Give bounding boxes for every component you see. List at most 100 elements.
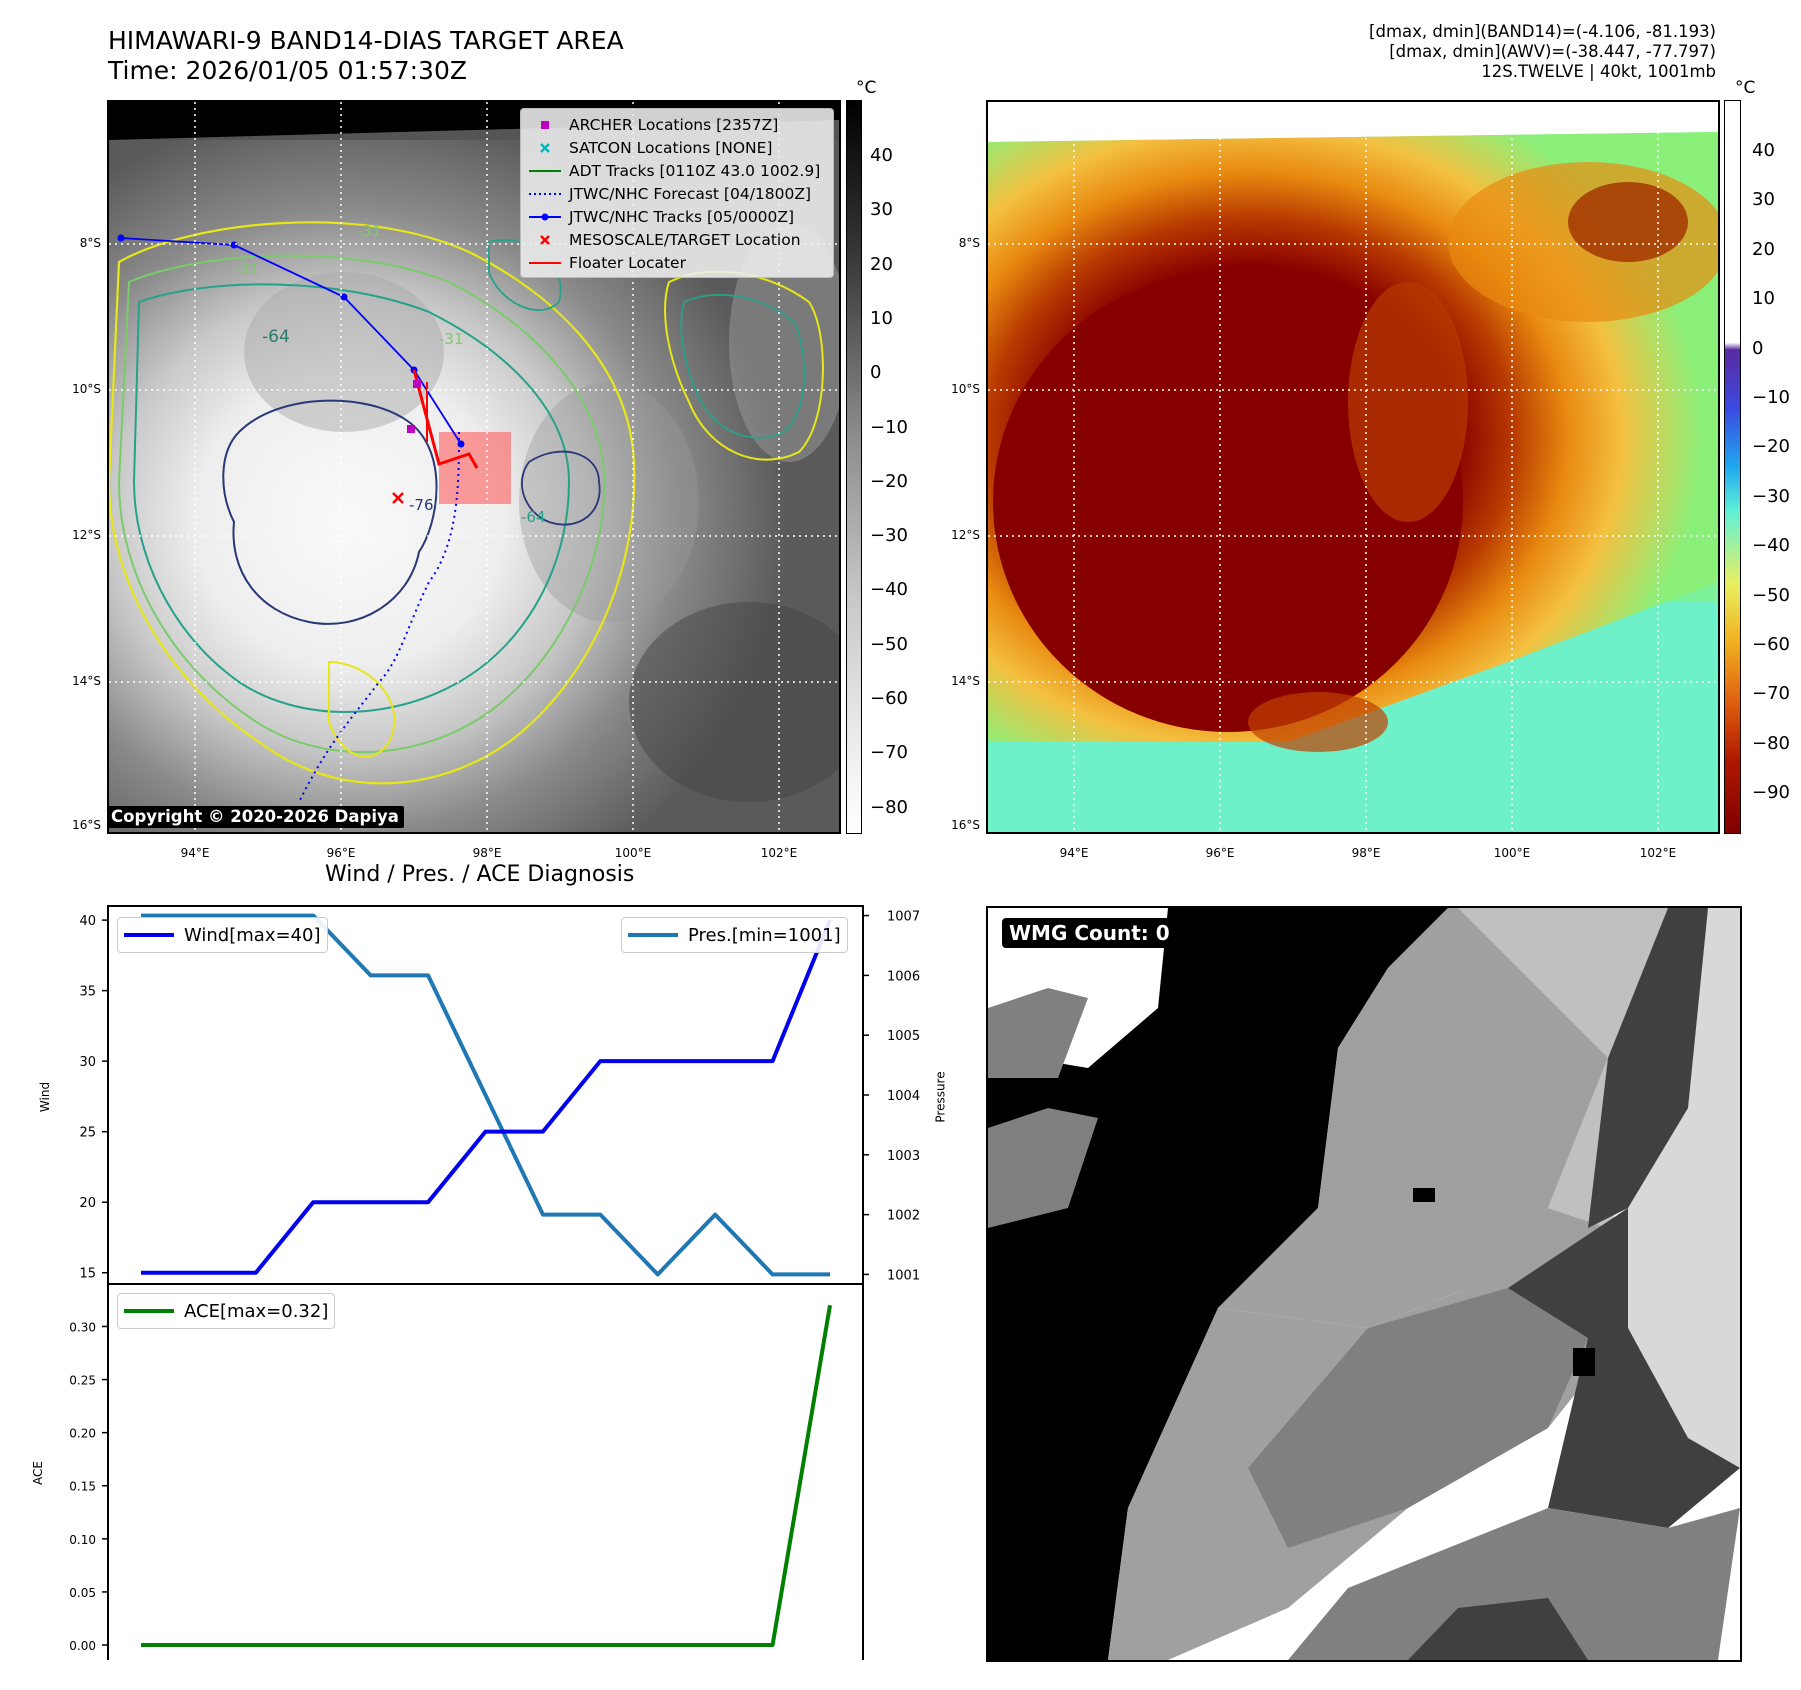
lat-tick-label: 10°S: [951, 382, 980, 396]
map-legend-item: SATCON Locations [NONE]: [521, 136, 833, 159]
jtwc-forecast-track: [298, 431, 460, 803]
ace-tick-label: 0.15: [69, 1480, 96, 1494]
archer-location: [413, 380, 421, 388]
map-legend-symbol: [540, 142, 550, 153]
figure-title: HIMAWARI-9 BAND14-DIAS TARGET AREA: [108, 26, 624, 55]
map-legend-symbol: [529, 169, 561, 172]
lat-tick-label: 8°S: [958, 236, 980, 250]
colorbar-tick-label: 10: [870, 307, 893, 329]
lon-tick-label: 96°E: [1205, 846, 1235, 860]
colorbar-tick-label: −50: [1752, 584, 1790, 606]
wmg-count-badge: WMG Count: 0: [1002, 918, 1177, 948]
map-legend-label: MESOSCALE/TARGET Location: [569, 230, 801, 249]
map-legend-symbol: [541, 120, 549, 129]
contour-label: -31: [439, 330, 464, 348]
colorbar-tick-label: −80: [1752, 732, 1790, 754]
contour-label: -76: [409, 496, 434, 514]
copyright-label: Copyright © 2020-2026 Dapiya: [107, 806, 404, 828]
pressure-series-line: [141, 913, 830, 1277]
colorbar-tick-label: 40: [1752, 140, 1775, 161]
ace-series-line: [141, 1304, 832, 1648]
colorbar-tick-label: 20: [870, 253, 893, 275]
lat-tick-label: 10°S: [72, 382, 101, 396]
lon-tick-label: 94°E: [1059, 846, 1089, 860]
ace-tick-label: 0.20: [69, 1427, 96, 1441]
map-legend-label: ADT Tracks [0110Z 43.0 1002.9]: [569, 161, 821, 180]
ace-frame: [107, 1283, 864, 1660]
lon-tick-label: 102°E: [760, 846, 798, 860]
colorbar-tick-label: −90: [1752, 782, 1790, 804]
colorbar-tick-label: 30: [1752, 189, 1775, 211]
lat-tick-label: 16°S: [72, 818, 101, 832]
pressure-tick-label: 1004: [887, 1089, 920, 1104]
colorbar-tick-label: 0: [870, 362, 882, 384]
lon-tick-label: 94°E: [180, 846, 210, 860]
colorbar-tick-label: 0: [1752, 337, 1764, 359]
wind-tick-label: 35: [79, 985, 96, 1000]
colorbar-tick-label: −80: [870, 796, 908, 818]
map-legend-item: ARCHER Locations [2357Z]: [521, 113, 833, 136]
ace-tick-label: 0.30: [69, 1320, 96, 1334]
pressure-tick-label: 1006: [887, 969, 920, 984]
map-legend-item: JTWC/NHC Tracks [05/0000Z]: [521, 205, 833, 228]
lat-tick-label: 14°S: [951, 674, 980, 688]
lat-tick-label: 14°S: [72, 674, 101, 688]
wind-tick-label: 25: [79, 1126, 96, 1141]
wind-legend-label: Wind[max=40]: [184, 924, 321, 946]
band14-range: [dmax, dmin](BAND14)=(-4.106, -81.193): [1369, 22, 1716, 41]
map-legend-item: Floater Locater: [521, 251, 833, 274]
colorbar-tick-label: −10: [1752, 387, 1790, 408]
contour-label: -64: [262, 327, 290, 347]
lon-tick-label: 102°E: [1639, 846, 1677, 860]
wind-tick-label: 40: [79, 914, 96, 929]
storm-info: 12S.TWELVE | 40kt, 1001mb: [1481, 62, 1716, 81]
ace-tick-label: 0.10: [69, 1533, 96, 1547]
lat-tick-label: 16°S: [951, 818, 980, 832]
lat-tick-label: 12°S: [951, 528, 980, 542]
map-legend-label: JTWC/NHC Tracks [05/0000Z]: [569, 207, 795, 226]
map-legend-label: JTWC/NHC Forecast [04/1800Z]: [569, 184, 812, 203]
colorbar-tick-label: 30: [870, 199, 893, 221]
map-legend-item: MESOSCALE/TARGET Location: [521, 228, 833, 251]
contour-label: -31: [357, 222, 382, 240]
map-legend-symbol: [529, 213, 561, 220]
pressure-tick-label: 1001: [887, 1268, 920, 1283]
ace-tick-label: 0.25: [69, 1374, 96, 1388]
lat-tick-label: 8°S: [79, 236, 101, 250]
pressure-legend: Pres.[min=1001]: [621, 917, 848, 953]
wind-series-line: [141, 919, 832, 1275]
map-legend-label: Floater Locater: [569, 253, 686, 272]
ace-legend-label: ACE[max=0.32]: [184, 1300, 329, 1322]
lon-tick-label: 98°E: [1351, 846, 1381, 860]
figure-time: Time: 2026/01/05 01:57:30Z: [108, 56, 467, 85]
lon-tick-label: 100°E: [614, 846, 652, 860]
colorbar-tick-label: 40: [870, 145, 893, 166]
colorbar-tick-label: 20: [1752, 238, 1775, 260]
wmg-image: [988, 908, 1740, 1660]
colorbar-tick-label: −20: [870, 470, 908, 492]
colorbar-tick-label: 10: [1752, 288, 1775, 310]
mesoscale-target-marker: [392, 492, 404, 504]
awv-colorbar: [1724, 100, 1741, 834]
colorbar-tick-label: −70: [870, 742, 908, 764]
map-legend-symbol: [540, 234, 550, 245]
pressure-legend-label: Pres.[min=1001]: [688, 924, 841, 946]
wind-axis-label: Wind: [38, 1081, 53, 1113]
wmg-panel: [986, 906, 1742, 1662]
ace-tick-label: 0.05: [69, 1586, 96, 1600]
lon-tick-label: 96°E: [326, 846, 356, 860]
map-legend: ARCHER Locations [2357Z] SATCON Locations…: [520, 108, 834, 278]
colorbar-tick-label: −60: [1752, 634, 1790, 655]
diagnosis-chart: 15 20 25 30 35 40 1001 1002 1003 1004 1005 1006 1007…: [69, 905, 920, 1660]
colorbar-tick-label: −30: [870, 525, 908, 547]
colorbar-tick-label: −30: [1752, 485, 1790, 507]
awv-map-panel: [986, 100, 1720, 834]
map-legend-item: ADT Tracks [0110Z 43.0 1002.9]: [521, 159, 833, 182]
pressure-tick-label: 1005: [887, 1029, 920, 1044]
contour-label: -31: [234, 260, 259, 278]
awv-gridlines: [988, 102, 1718, 832]
diagnosis-chart-title: Wind / Pres. / ACE Diagnosis: [325, 862, 635, 887]
map-legend-symbol: [529, 261, 561, 264]
colorbar-tick-label: −10: [870, 416, 908, 438]
awv-range: [dmax, dmin](AWV)=(-38.447, -77.797): [1389, 42, 1716, 61]
